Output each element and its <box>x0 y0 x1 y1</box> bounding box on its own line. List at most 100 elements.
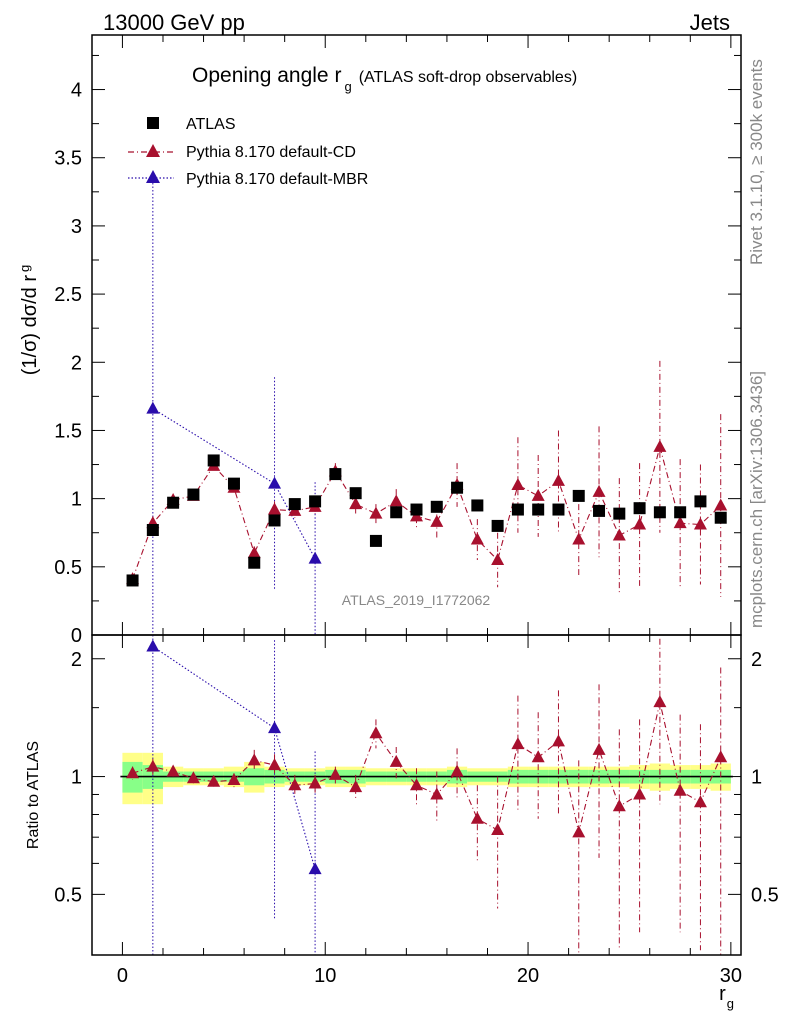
legend-marker-cd <box>146 144 160 157</box>
atlas-point <box>430 500 443 513</box>
ratio-ytick-label: 1 <box>71 767 82 789</box>
cd-ratio-point <box>551 734 565 747</box>
atlas-point <box>511 503 524 516</box>
plot-title: Opening angle r g(ATLAS soft-drop observa… <box>192 64 577 94</box>
cd-ratio-point <box>308 776 322 789</box>
atlas-point <box>471 499 484 512</box>
cd-point <box>349 497 363 510</box>
atlas-point <box>653 506 666 519</box>
cd-point <box>551 473 565 486</box>
atlas-point <box>268 514 281 527</box>
cd-ratio-point <box>166 764 180 777</box>
mbr-point <box>268 476 282 489</box>
main-ylabel: (1/σ) dσ/d rg <box>17 265 41 376</box>
ratio-xtick-label: 20 <box>517 965 539 987</box>
legend-marker-mbr <box>146 170 160 183</box>
cd-ratio-point <box>693 795 707 808</box>
cd-ratio-point <box>328 767 342 780</box>
cd-ratio-point <box>369 726 383 739</box>
ratio-ytick-label-right: 0.5 <box>751 884 779 906</box>
atlas-point <box>390 506 403 519</box>
header-right: Jets <box>690 10 730 35</box>
main-ytick-label: 2 <box>71 352 82 374</box>
cd-point <box>653 439 667 452</box>
cd-ratio-point <box>633 787 647 800</box>
mbr-point <box>146 401 160 414</box>
atlas-point <box>309 495 322 508</box>
ratio-ytick-label-right: 2 <box>751 649 762 671</box>
cd-ratio-point <box>653 695 667 708</box>
ratio-xtick-label: 10 <box>314 965 336 987</box>
cd-ratio-point <box>531 750 545 763</box>
main-ytick-label: 3.5 <box>54 148 82 170</box>
rivet-label: Rivet 3.1.10, ≥ 300k events <box>747 59 766 265</box>
cd-ratio-point <box>491 823 505 836</box>
atlas-point <box>167 496 180 509</box>
cd-ratio-point <box>288 778 302 791</box>
cd-point <box>633 517 647 530</box>
cd-point <box>491 553 505 565</box>
cd-point <box>572 532 586 545</box>
mbr-ratio-point <box>268 721 282 734</box>
cd-point <box>531 488 545 501</box>
atlas-point <box>593 504 606 517</box>
ratio-ytick-label-right: 1 <box>751 767 762 789</box>
cd-point <box>268 502 282 515</box>
cd-ratio-point <box>430 787 444 800</box>
atlas-point <box>410 503 423 516</box>
atlas-point <box>694 495 707 508</box>
legend-label-atlas: ATLAS <box>186 116 236 133</box>
main-ytick-label: 1 <box>71 489 82 511</box>
atlas-point <box>207 454 220 467</box>
main-ytick-label: 1.5 <box>54 420 82 442</box>
ratio-ylabel: Ratio to ATLAS <box>25 741 42 849</box>
main-ytick-label: 4 <box>71 80 82 102</box>
mbr-ratio-line <box>152 646 316 870</box>
mbr-ratio-point <box>308 862 322 875</box>
cd-ratio-point <box>511 737 525 750</box>
main-ytick-label: 0 <box>71 625 82 647</box>
ratio-xtick-label: 0 <box>117 965 128 987</box>
cd-ratio-point <box>389 754 403 767</box>
main-ytick-label: 0.5 <box>54 557 82 579</box>
atlas-point <box>288 498 301 511</box>
atlas-point <box>633 502 646 515</box>
ratio-frame <box>91 634 742 956</box>
cd-ratio-line <box>132 701 722 833</box>
cd-point <box>470 532 484 545</box>
main-ytick-label: 2.5 <box>54 284 82 306</box>
mbr-ratio-point <box>146 639 160 652</box>
cd-ratio-point <box>126 766 140 779</box>
legend-marker-atlas <box>147 117 159 129</box>
cd-point <box>369 506 383 519</box>
atlas-point <box>248 556 261 569</box>
atlas-point <box>714 511 727 524</box>
atlas-point <box>451 481 464 494</box>
mcplots-label: mcplots.cern.ch [arXiv:1306.3436] <box>747 371 766 628</box>
cd-ratio-point <box>572 825 586 838</box>
atlas-point <box>126 574 139 587</box>
cd-ratio-point <box>470 811 484 824</box>
atlas-point <box>552 503 565 516</box>
cd-ratio-point <box>592 742 606 755</box>
cd-ratio-point <box>186 771 200 784</box>
atlas-point <box>146 524 159 536</box>
cd-ratio-point <box>410 778 423 791</box>
cd-point <box>714 498 728 511</box>
atlas-point <box>613 507 626 520</box>
cd-point <box>511 478 525 490</box>
main-ytick-label: 3 <box>71 216 82 238</box>
cd-point <box>389 494 403 507</box>
header-left: 13000 GeV pp <box>103 10 245 35</box>
cd-ratio-point <box>450 764 464 777</box>
cd-point <box>592 484 606 497</box>
cd-ratio-point <box>714 750 728 763</box>
atlas-point <box>491 519 504 532</box>
cd-ratio-point <box>673 783 687 796</box>
cd-ratio-point <box>146 759 160 772</box>
atlas-point <box>674 506 687 519</box>
atlas-point <box>349 487 362 500</box>
cd-ratio-point <box>268 758 282 771</box>
cd-ratio-point <box>612 799 626 812</box>
